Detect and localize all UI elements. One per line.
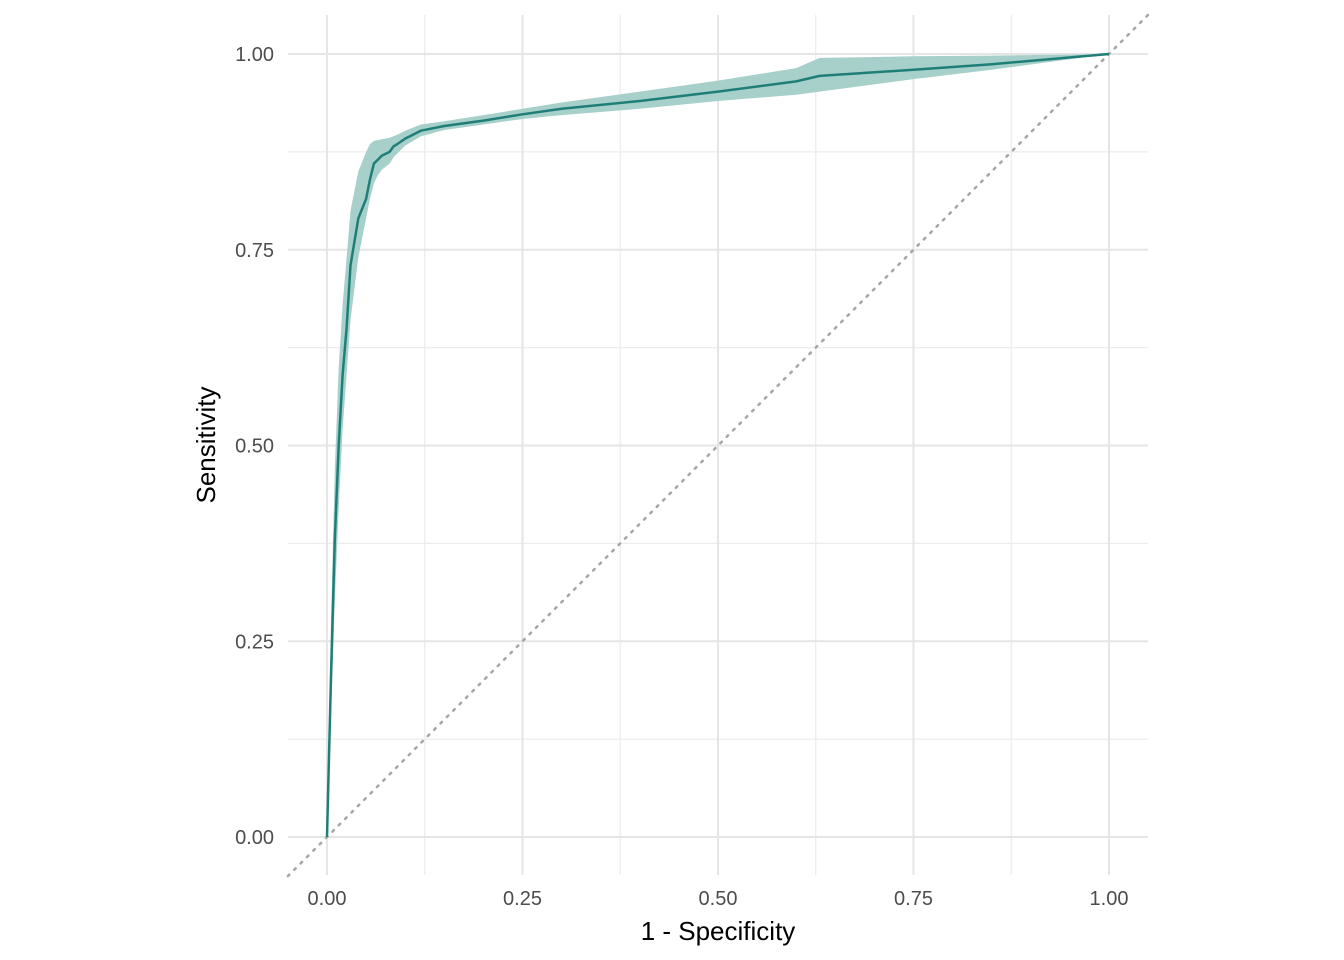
roc-curve-line bbox=[325, 52, 1110, 838]
x-tick-label-2: 0.50 bbox=[699, 888, 738, 910]
y-tick-label-4: 1.00 bbox=[235, 44, 274, 66]
y-axis-tick-labels: 0.00 0.25 0.50 0.75 1.00 bbox=[235, 44, 274, 849]
x-tick-label-0: 0.00 bbox=[308, 888, 347, 910]
y-tick-label-2: 0.50 bbox=[235, 436, 274, 458]
x-tick-label-4: 1.00 bbox=[1090, 888, 1129, 910]
y-tick-label-0: 0.00 bbox=[235, 827, 274, 849]
major-gridlines bbox=[288, 15, 1148, 875]
x-axis-title: 1 - Specificity bbox=[641, 916, 796, 946]
y-tick-label-3: 0.75 bbox=[235, 240, 274, 262]
x-tick-label-3: 0.75 bbox=[894, 888, 933, 910]
x-axis-tick-labels: 0.00 0.25 0.50 0.75 1.00 bbox=[308, 888, 1129, 910]
y-axis-title: Sensitivity bbox=[191, 386, 221, 503]
confidence-band bbox=[327, 54, 1109, 837]
x-tick-label-1: 0.25 bbox=[503, 888, 542, 910]
y-tick-label-1: 0.25 bbox=[235, 631, 274, 653]
